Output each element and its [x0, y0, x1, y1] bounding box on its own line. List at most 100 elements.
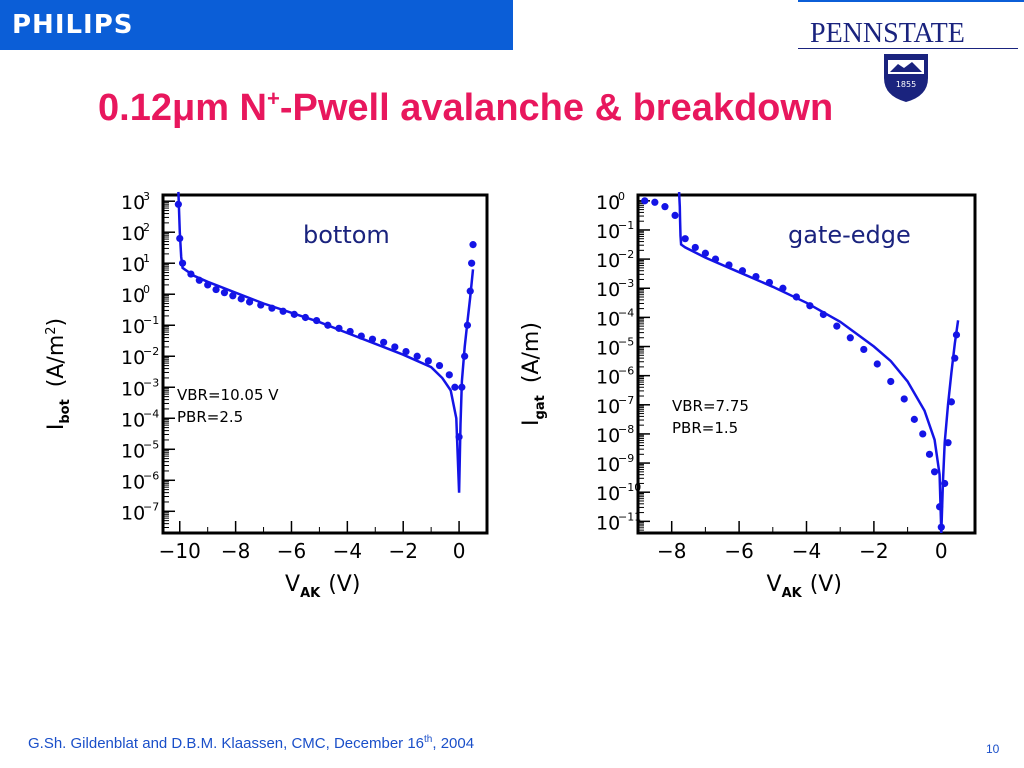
measured-point [919, 430, 927, 438]
measured-point [469, 241, 477, 249]
philips-logo: PHILIPS [12, 10, 134, 40]
measured-point [413, 352, 421, 360]
y-axis-label: Igat (A/m) [519, 322, 548, 426]
measured-point [468, 259, 476, 267]
measured-point [445, 371, 453, 379]
measured-point [910, 415, 918, 423]
y-tick-label: 10 [596, 367, 620, 389]
pennstate-logo: PENNSTATE [810, 18, 965, 49]
x-tick-label: −4 [333, 539, 362, 563]
y-tick-exponent: −10 [618, 481, 641, 494]
y-tick-exponent: 1 [143, 252, 150, 265]
footer-citation: G.Sh. Gildenblat and D.B.M. Klaassen, CM… [28, 734, 474, 752]
footer-citation-b: , 2004 [432, 735, 475, 752]
measured-point [925, 450, 934, 458]
x-axis-label: VAK (V) [767, 572, 842, 601]
y-tick-label: 10 [121, 347, 145, 369]
measured-point [701, 249, 710, 257]
pennstate-top-rule [798, 0, 1024, 2]
y-tick-exponent: −5 [618, 336, 634, 349]
measured-point [380, 338, 388, 346]
measured-point [661, 203, 669, 211]
measured-point [944, 439, 952, 447]
x-axis-label-main: V [285, 572, 300, 597]
x-axis-label-unit: (V) [328, 572, 360, 597]
y-tick-label: 10 [121, 378, 145, 400]
y-tick-label: 10 [121, 192, 145, 214]
measured-point [671, 211, 679, 219]
y-axis-label: Ibot (A/m2) [44, 318, 73, 430]
y-axis-label-sub: bot [58, 399, 73, 423]
y-tick-label: 10 [121, 254, 145, 276]
model-parameter: PBR=2.5 [177, 408, 243, 426]
x-axis-label-sub: AK [782, 586, 803, 601]
y-tick-label: 10 [121, 440, 145, 462]
y-tick-label: 10 [121, 502, 145, 524]
y-axis-label-close: ) [44, 318, 69, 327]
y-tick-exponent: 3 [143, 190, 150, 203]
measured-point [930, 468, 939, 476]
y-tick-label: 10 [596, 338, 620, 360]
model-parameter: VBR=10.05 V [177, 386, 279, 404]
measured-point [424, 357, 432, 365]
y-tick-exponent: 2 [143, 221, 150, 234]
measured-point [833, 322, 841, 330]
y-tick-label: 10 [121, 285, 145, 307]
y-tick-label: 10 [596, 221, 620, 243]
y-tick-label: 10 [121, 316, 145, 338]
footer-citation-superscript: th [424, 734, 433, 745]
y-tick-label: 10 [596, 396, 620, 418]
y-axis-label-superscript: 2 [44, 326, 59, 334]
y-tick-exponent: −8 [618, 423, 634, 436]
measured-point [641, 197, 649, 205]
slide-title-part-b: -Pwell avalanche & breakdown [279, 87, 834, 129]
x-tick-label: −2 [388, 539, 417, 563]
y-tick-exponent: −3 [143, 376, 159, 389]
y-tick-label: 10 [121, 471, 145, 493]
measured-point [691, 243, 699, 252]
x-tick-label: 0 [453, 539, 466, 563]
y-tick-label: 10 [596, 483, 620, 505]
measured-point [212, 285, 220, 294]
y-tick-label: 10 [596, 512, 620, 534]
y-tick-exponent: −2 [143, 345, 159, 358]
measured-point [846, 334, 854, 342]
pennstate-year: 1855 [896, 80, 916, 89]
y-axis-label-main: I [519, 419, 544, 426]
y-axis-label-sub: gat [533, 395, 548, 419]
y-axis-label-unit: (A/m [44, 335, 69, 387]
pennstate-underline [798, 48, 1018, 49]
slide-title-superscript: + [267, 86, 280, 111]
x-tick-label: −6 [277, 539, 306, 563]
x-tick-label: −6 [724, 539, 753, 563]
y-tick-exponent: −11 [618, 510, 641, 523]
x-tick-label: −8 [657, 539, 686, 563]
measured-point [402, 347, 410, 356]
x-tick-label: 0 [935, 539, 948, 563]
y-tick-exponent: 0 [618, 190, 625, 203]
y-tick-exponent: 0 [143, 283, 150, 296]
measured-point [887, 377, 895, 386]
x-axis-label-unit: (V) [810, 572, 842, 597]
philips-header-bar: PHILIPS [0, 0, 513, 50]
measured-point [451, 383, 459, 391]
x-axis-label: VAK (V) [285, 572, 360, 601]
x-tick-label: −4 [792, 539, 821, 563]
y-axis-label-main: I [44, 424, 69, 431]
y-tick-label: 10 [596, 250, 620, 272]
measured-point [435, 361, 444, 370]
y-tick-exponent: −6 [618, 365, 634, 378]
y-tick-label: 10 [596, 279, 620, 301]
measured-point [651, 198, 659, 206]
y-tick-label: 10 [596, 425, 620, 447]
measured-point [245, 298, 254, 306]
footer-citation-a: G.Sh. Gildenblat and D.B.M. Klaassen, CM… [28, 735, 425, 752]
slide-title: 0.12μm N+-Pwell avalanche & breakdown [98, 86, 833, 130]
page-number: 10 [986, 742, 1000, 756]
plot-frame [161, 193, 489, 535]
chart-annotation: bottom [303, 221, 390, 249]
pennstate-shield-icon: 1855 [884, 54, 928, 102]
measured-point [220, 289, 229, 297]
